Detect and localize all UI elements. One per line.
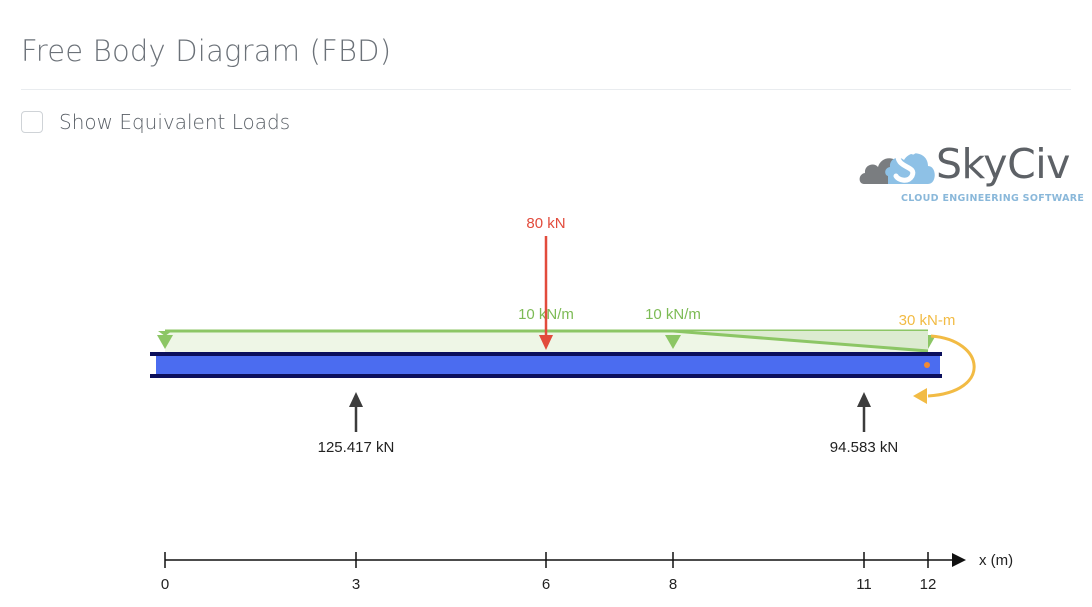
axis-tick-label: 11 <box>856 576 872 593</box>
moment-node <box>924 362 930 368</box>
reaction-2-arrowhead <box>857 392 871 407</box>
skyciv-logo: SkyCiv CLOUD ENGINEERING SOFTWARE <box>858 138 1084 208</box>
axis-tick-label: 6 <box>542 576 550 593</box>
udl-arrow-start <box>157 335 173 349</box>
triangular-load-line <box>672 329 929 353</box>
beam <box>150 352 942 378</box>
moment-label: 30 kN-m <box>899 312 956 329</box>
beam-bottom-flange <box>150 374 942 378</box>
triangular-load-arrow <box>665 335 681 349</box>
axis-arrowhead <box>952 553 966 567</box>
beam-top-flange <box>150 352 942 356</box>
udl-arrow-left <box>158 331 172 336</box>
point-load-arrowhead <box>539 335 553 350</box>
point-load: 80 kN <box>526 215 566 350</box>
axis-tick-label: 3 <box>352 576 360 593</box>
cloud-logo-icon <box>859 148 935 184</box>
point-load-label: 80 kN <box>526 215 565 232</box>
show-equivalent-loads-label: Show Equivalent Loads <box>59 110 291 134</box>
title-divider <box>21 89 1071 90</box>
reaction-1-label: 125.417 kN <box>318 439 395 456</box>
logo-wordmark: SkyCiv <box>936 140 1070 188</box>
show-equivalent-loads-checkbox[interactable] <box>21 111 43 133</box>
moment: 30 kN-m <box>899 312 976 404</box>
reaction-2-label: 94.583 kN <box>830 439 898 456</box>
axis-tick-label: 12 <box>920 576 937 593</box>
axis-label: x (m) <box>979 552 1013 569</box>
page-title: Free Body Diagram (FBD) <box>21 34 392 68</box>
show-equivalent-loads-toggle[interactable]: Show Equivalent Loads <box>21 110 290 134</box>
moment-arrowhead <box>913 388 927 404</box>
moment-arc <box>927 334 976 398</box>
beam-web <box>156 355 940 374</box>
triangular-load-label: 10 kN/m <box>645 306 701 323</box>
logo-tagline: CLOUD ENGINEERING SOFTWARE <box>901 193 1085 204</box>
axis-tick-label: 8 <box>669 576 677 593</box>
x-axis: 0 3 6 8 11 12 x (m) <box>161 552 1013 593</box>
reaction-1-arrowhead <box>349 392 363 407</box>
reactions: 125.417 kN 94.583 kN <box>318 392 898 456</box>
axis-tick-label: 0 <box>161 576 169 593</box>
